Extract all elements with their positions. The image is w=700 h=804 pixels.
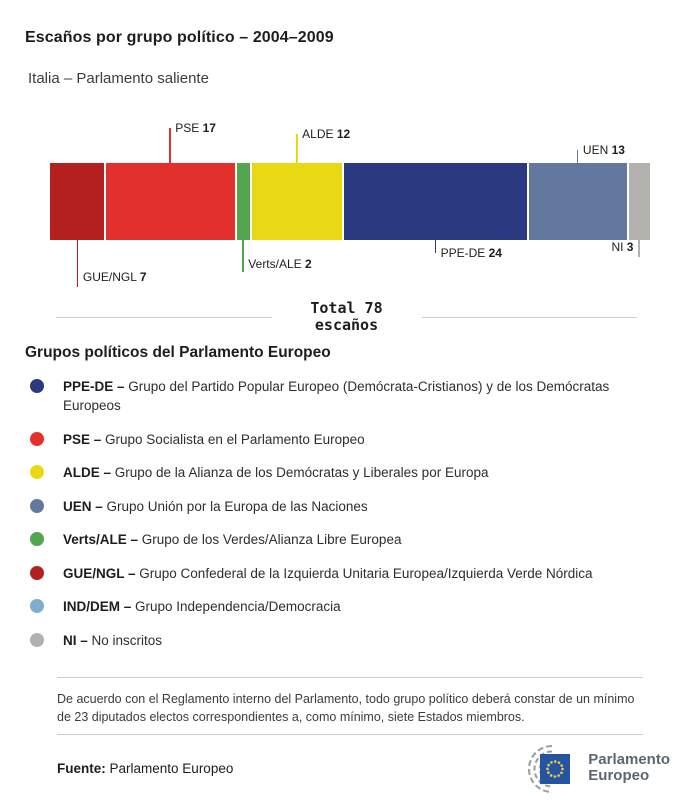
legend-dot-icon [30,431,44,446]
bar-segment-ALDE [249,163,343,240]
bar-segment-GUE/NGL [50,163,104,240]
footer-divider-bottom [57,734,643,736]
callout-label-UEN: UEN 13 [582,143,625,157]
stacked-bar [50,163,650,240]
legend-label: ALDE – Grupo de la Alianza de los Demócr… [63,465,489,481]
source-row: Fuente: Parlamento Europeo Parlamento Eu… [57,741,670,795]
page-title: Escaños por grupo político – 2004–2009 [25,29,334,46]
callout-tick-GUE/NGL [76,240,79,287]
legend-item-pse: PSE – Grupo Socialista en el Parlamento … [25,430,675,450]
callout-label-NI: NI 3 [611,240,634,254]
footnote: De acuerdo con el Reglamento interno del… [57,691,635,725]
legend-label: UEN – Grupo Unión por la Europa de las N… [63,498,368,514]
legend-item-guengl: GUE/NGL – Grupo Confederal de la Izquier… [25,564,675,584]
logo-wordmark: Parlamento Europeo [588,750,670,785]
page-subtitle: Italia – Parlamento saliente [28,70,209,87]
legend-item-vertsale: Verts/ALE – Grupo de los Verdes/Alianza … [25,530,675,550]
source-value: Parlamento Europeo [109,760,234,776]
callout-label-PSE: PSE 17 [175,121,216,135]
callout-label-ALDE: ALDE 12 [302,127,351,141]
seats-chart: GUE/NGL 7 PSE 17 Verts/ALE 2 ALDE 12 PPE-DE … [50,120,650,295]
legend-dot-icon [30,498,44,513]
legend-label: NI – No inscritos [63,633,163,648]
bar-segment-Verts/ALE [234,163,250,240]
legend-heading: Grupos políticos del Parlamento Europeo [25,343,331,361]
legend-list: PPE-DE – Grupo del Partido Popular Europ… [25,377,675,651]
footer-divider-top [57,676,643,678]
legend-item-uen: UEN – Grupo Unión por la Europa de las N… [25,497,675,517]
ep-hemicycle-icon [528,745,571,794]
eu-flag-stars [546,760,565,778]
total-seats-label: Total 78 escaños [272,299,422,335]
callout-label-PPE-DE: PPE-DE 24 [440,246,502,260]
legend-item-inddem: IND/DEM – Grupo Independencia/Democracia [25,597,675,617]
source-text: Fuente: Parlamento Europeo [57,761,233,776]
legend-dot-icon [30,378,44,393]
legend-dot-icon [30,565,44,580]
bar-segment-UEN [526,163,627,240]
bar-segment-PSE [103,163,235,240]
bar-segment-NI [626,163,650,240]
logo-line1: Parlamento [588,750,670,768]
parlamento-europeo-logo: Parlamento Europeo [506,741,670,795]
logo-line2: Europeo [588,767,650,785]
total-divider-left [56,316,272,318]
bar-segment-PPE-DE [342,163,527,240]
legend-item-ppede: PPE-DE – Grupo del Partido Popular Europ… [25,377,675,416]
callout-tick-PSE [169,128,171,163]
legend-label: GUE/NGL – Grupo Confederal de la Izquier… [63,565,593,581]
callout-tick-NI [638,240,640,257]
callout-tick-UEN [576,150,579,163]
total-seats-line1: Total 78 [310,299,383,317]
legend-label: Verts/ALE – Grupo de los Verdes/Alianza … [63,532,402,548]
callout-label-GUE/NGL: GUE/NGL 7 [82,270,147,284]
legend-dot-icon [30,599,44,614]
legend-item-alde: ALDE – Grupo de la Alianza de los Demócr… [25,463,675,483]
callout-tick-ALDE [296,134,298,163]
total-divider-right [421,316,637,318]
callout-label-Verts/ALE: Verts/ALE 2 [248,257,312,271]
eu-flag-icon [540,754,571,785]
source-label: Fuente: [57,760,106,776]
callout-tick-Verts/ALE [242,240,244,272]
legend-label: PPE-DE – Grupo del Partido Popular Europ… [63,378,610,414]
legend-dot-icon [30,633,44,647]
legend-item-ni: NI – No inscritos [25,631,675,651]
callout-tick-PPE-DE [434,240,437,253]
total-seats-line2: escaños [314,316,379,335]
legend-label: PSE – Grupo Socialista en el Parlamento … [63,431,365,447]
legend-dot-icon [30,465,44,480]
total-row: Total 78 escaños [56,299,637,335]
legend-label: IND/DEM – Grupo Independencia/Democracia [63,599,341,615]
legend-dot-icon [30,532,44,547]
